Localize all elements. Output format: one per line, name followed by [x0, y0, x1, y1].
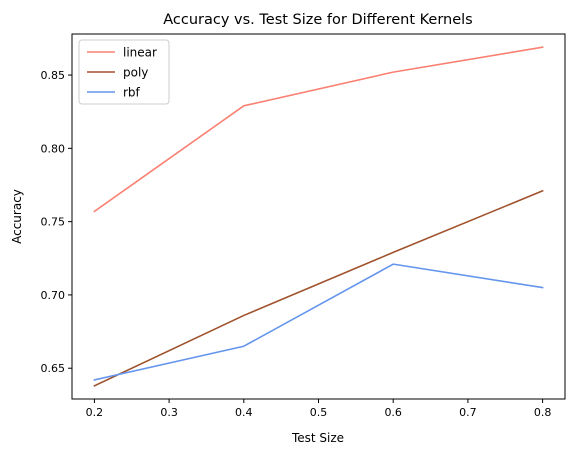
series-line-rbf — [93, 263, 544, 381]
y-tick-label: 0.65 — [41, 362, 66, 375]
x-tick-label: 0.5 — [310, 406, 328, 419]
x-tick-label: 0.6 — [384, 406, 402, 419]
y-tick-label: 0.85 — [41, 69, 66, 82]
chart-title: Accuracy vs. Test Size for Different Ker… — [163, 12, 473, 28]
y-axis-label: Accuracy — [10, 189, 24, 244]
y-tick-label: 0.70 — [41, 289, 66, 302]
legend-frame — [78, 39, 170, 105]
series-line-linear — [93, 46, 544, 213]
x-axis: 0.2 0.3 0.4 0.5 0.6 0.7 0.8 — [86, 399, 552, 419]
legend-label-rbf: rbf — [123, 86, 141, 100]
series-layer — [93, 46, 544, 387]
y-tick-label: 0.75 — [41, 216, 66, 229]
plot-area-frame — [71, 33, 566, 400]
legend-label-linear: linear — [123, 46, 157, 60]
y-tick-label: 0.80 — [41, 142, 66, 155]
legend: linear poly rbf — [78, 39, 170, 105]
y-axis: 0.65 0.70 0.75 0.80 0.85 — [41, 69, 72, 375]
series-line-poly — [93, 189, 544, 387]
x-axis-label: Test Size — [291, 431, 344, 445]
x-tick-label: 0.4 — [235, 406, 253, 419]
x-tick-label: 0.2 — [86, 406, 104, 419]
x-tick-label: 0.8 — [534, 406, 552, 419]
legend-label-poly: poly — [123, 66, 148, 80]
x-tick-label: 0.3 — [160, 406, 178, 419]
x-tick-label: 0.7 — [459, 406, 477, 419]
